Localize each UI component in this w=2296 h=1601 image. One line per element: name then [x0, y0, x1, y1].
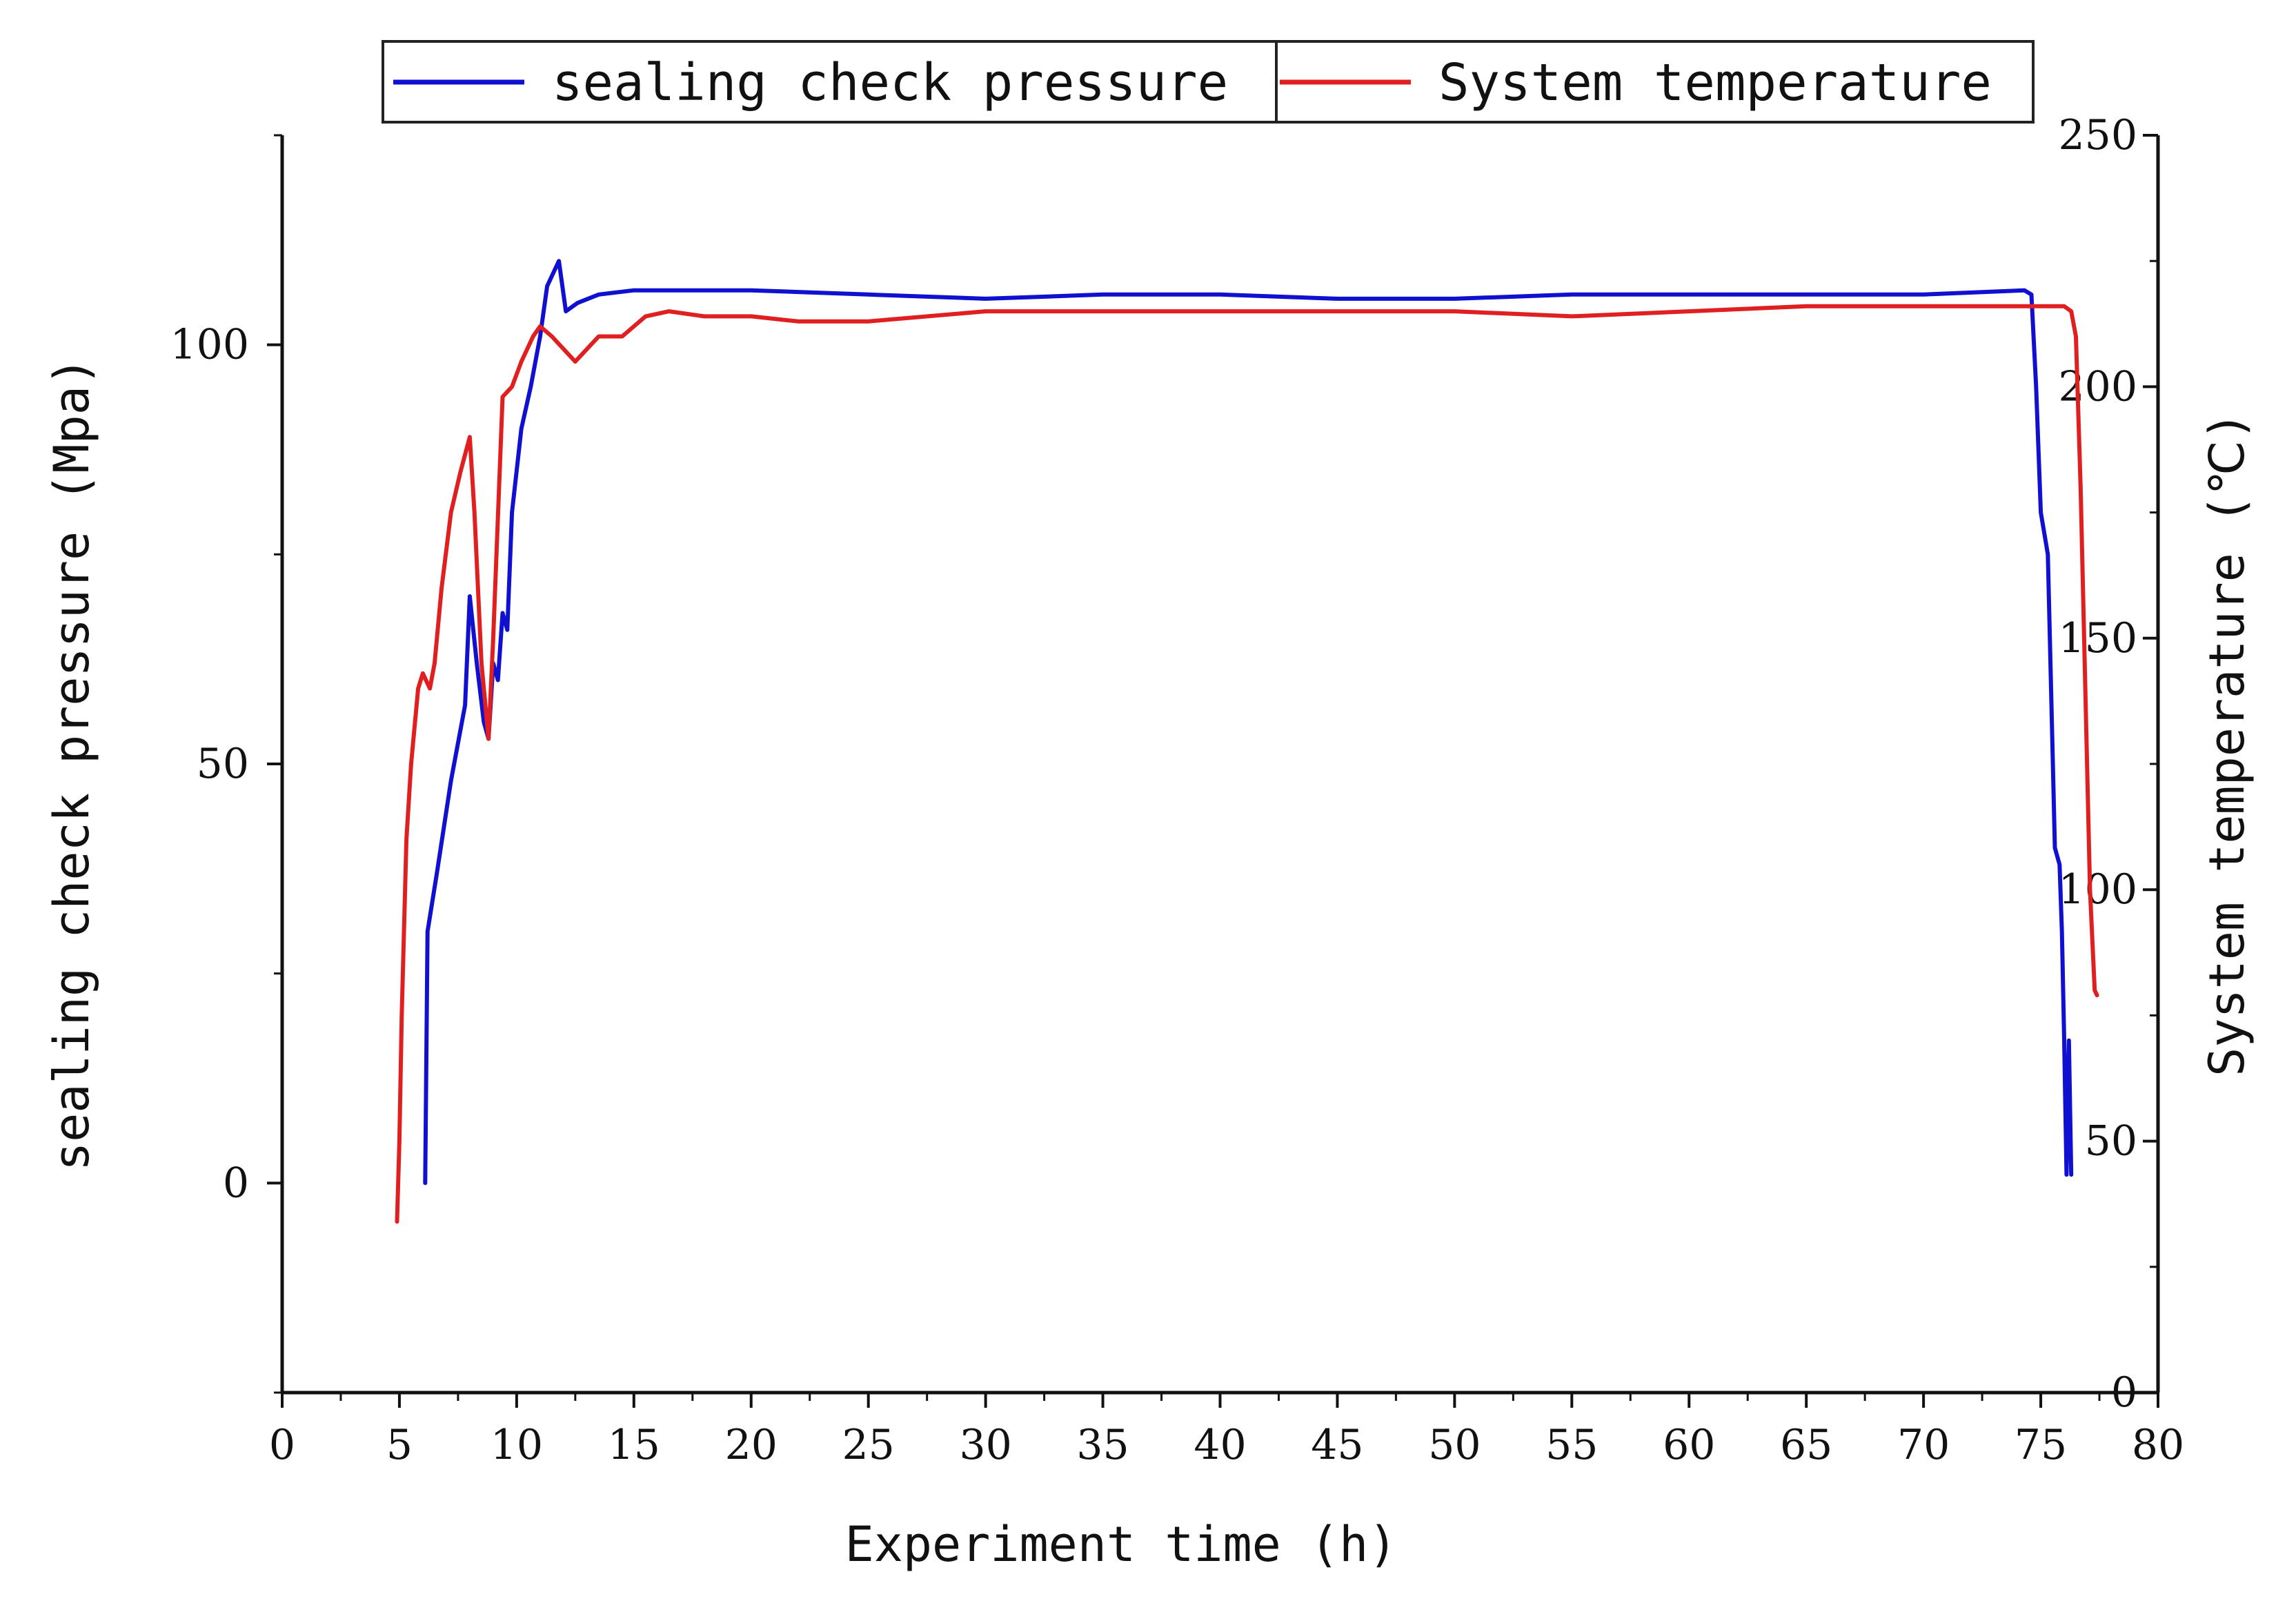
- right-axis-ticks: 0 50 100 150 200 250: [2058, 111, 2158, 1417]
- legend-box: [382, 40, 2035, 124]
- x-tick-label: 25: [842, 1421, 895, 1469]
- x-tick-label: 20: [725, 1421, 778, 1469]
- x-axis-ticks: 0 5 10 15 20 25 30 35 40 45 50 55 60 65 70 75 80: [269, 1393, 2184, 1469]
- legend-label-pressure: sealing check pressure: [552, 53, 1228, 112]
- x-tick-label: 55: [1545, 1421, 1598, 1469]
- x-tick-label: 15: [608, 1421, 660, 1469]
- right-tick-label: 0: [2111, 1368, 2137, 1417]
- right-axis-title: System temperature (℃): [2199, 411, 2255, 1077]
- x-tick-label: 65: [1780, 1421, 1832, 1469]
- left-axis-title: sealing check pressure (Mpa): [43, 357, 100, 1171]
- legend: sealing check pressure System temperatur…: [382, 40, 2035, 124]
- left-tick-label: 50: [197, 740, 249, 788]
- series-line-system-temperature: [395, 304, 2099, 1224]
- x-tick-label: 40: [1194, 1421, 1246, 1469]
- left-axis-ticks: 0 50 100: [170, 134, 282, 1394]
- x-tick-label: 60: [1663, 1421, 1715, 1469]
- x-axis-title: Experiment time (h): [845, 1516, 1398, 1573]
- x-tick-label: 10: [491, 1421, 543, 1469]
- left-tick-label: 0: [223, 1159, 249, 1207]
- x-tick-label: 50: [1428, 1421, 1481, 1469]
- right-tick-label: 250: [2058, 111, 2137, 159]
- right-tick-label: 50: [2085, 1117, 2137, 1166]
- right-tick-label: 100: [2058, 865, 2137, 914]
- legend-label-temperature: System temperature: [1438, 53, 1992, 112]
- x-tick-label: 45: [1311, 1421, 1363, 1469]
- x-tick-label: 70: [1897, 1421, 1950, 1469]
- x-tick-label: 35: [1076, 1421, 1129, 1469]
- x-tick-label: 30: [959, 1421, 1011, 1469]
- right-tick-label: 200: [2058, 362, 2137, 411]
- x-tick-label: 80: [2132, 1421, 2184, 1469]
- left-tick-label: 100: [170, 321, 249, 369]
- x-tick-label: 5: [386, 1421, 413, 1469]
- x-tick-label: 75: [2015, 1421, 2067, 1469]
- x-tick-label: 0: [269, 1421, 295, 1469]
- series-line-sealing-check-pressure: [423, 259, 2074, 1186]
- series-layer: [395, 259, 2099, 1224]
- axes: 0 5 10 15 20 25 30 35 40 45 50 55 60 65 70 75 80 050100 …: [170, 111, 2184, 1469]
- right-tick-label: 150: [2058, 614, 2137, 662]
